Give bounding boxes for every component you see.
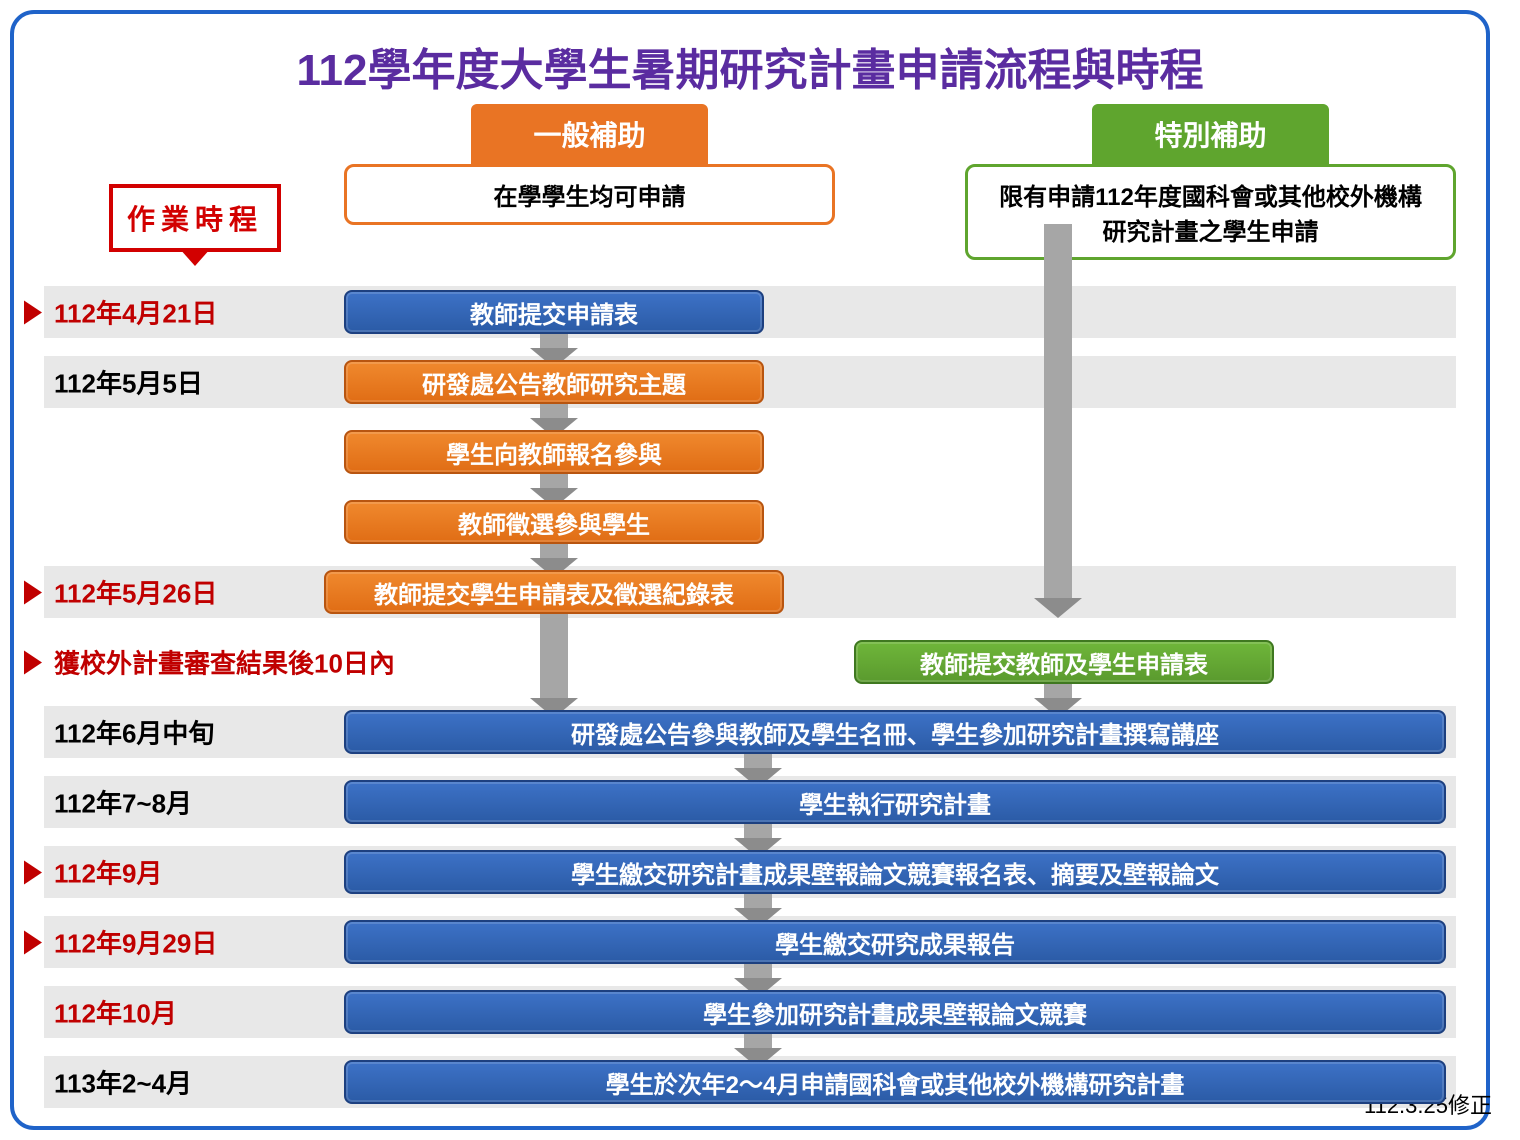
general-tab: 一般補助 xyxy=(471,104,707,164)
arrow-6 xyxy=(744,754,772,774)
arrow-10 xyxy=(744,1034,772,1054)
step-announce-topics: 研發處公告教師研究主題 xyxy=(344,360,764,404)
date-9: 112年9月29日 xyxy=(54,924,217,961)
marker-icon xyxy=(24,580,42,604)
marker-icon xyxy=(24,860,42,884)
step-special-submit: 教師提交教師及學生申請表 xyxy=(854,640,1274,684)
marker-icon xyxy=(24,930,42,954)
timeline-rows: 112年4月21日 教師提交申請表 112年5月5日 研發處公告教師研究主題 學… xyxy=(44,284,1456,1106)
arrow-8 xyxy=(744,894,772,914)
row-10: 112年10月 學生參加研究計畫成果壁報論文競賽 xyxy=(44,984,1456,1040)
date-4: 112年5月26日 xyxy=(54,574,217,611)
general-desc: 在學學生均可申請 xyxy=(344,164,835,225)
row-4: 112年5月26日 教師提交學生申請表及徵選紀錄表 xyxy=(44,564,1456,620)
row-2: 學生向教師報名參與 xyxy=(44,424,1456,480)
step-teacher-submit-form: 教師提交申請表 xyxy=(344,290,764,334)
step-execute-research: 學生執行研究計畫 xyxy=(344,780,1446,824)
step-announce-participants: 研發處公告參與教師及學生名冊、學生參加研究計畫撰寫講座 xyxy=(344,710,1446,754)
diagram-frame: 112學年度大學生暑期研究計畫申請流程與時程 一般補助 在學學生均可申請 特別補… xyxy=(10,10,1490,1130)
step-apply-next-year: 學生於次年2～4月申請國科會或其他校外機構研究計畫 xyxy=(344,1060,1446,1104)
date-8: 112年9月 xyxy=(54,854,162,891)
date-0: 112年4月21日 xyxy=(54,294,217,331)
row-3: 教師徵選參與學生 xyxy=(44,494,1456,550)
arrow-9 xyxy=(744,964,772,984)
special-desc: 限有申請112年度國科會或其他校外機構研究計畫之學生申請 xyxy=(965,164,1456,260)
date-7: 112年7~8月 xyxy=(54,784,192,821)
page-title: 112學年度大學生暑期研究計畫申請流程與時程 xyxy=(44,34,1456,98)
marker-icon xyxy=(24,650,42,674)
date-5: 獲校外計畫審查結果後10日內 xyxy=(54,644,395,681)
date-1: 112年5月5日 xyxy=(54,364,203,401)
row-0: 112年4月21日 教師提交申請表 xyxy=(44,284,1456,340)
row-8: 112年9月 學生繳交研究計畫成果壁報論文競賽報名表、摘要及壁報論文 xyxy=(44,844,1456,900)
step-student-signup: 學生向教師報名參與 xyxy=(344,430,764,474)
row-11: 113年2~4月 學生於次年2～4月申請國科會或其他校外機構研究計畫 xyxy=(44,1054,1456,1110)
arrow-2 xyxy=(540,474,568,494)
row-9: 112年9月29日 學生繳交研究成果報告 xyxy=(44,914,1456,970)
arrow-special-long xyxy=(1044,224,1072,604)
date-10: 112年10月 xyxy=(54,994,177,1031)
marker-icon xyxy=(24,300,42,324)
date-11: 113年2~4月 xyxy=(54,1064,192,1101)
row-1: 112年5月5日 研發處公告教師研究主題 xyxy=(44,354,1456,410)
row-7: 112年7~8月 學生執行研究計畫 xyxy=(44,774,1456,830)
step-submit-poster: 學生繳交研究計畫成果壁報論文競賽報名表、摘要及壁報論文 xyxy=(344,850,1446,894)
schedule-label: 作業時程 xyxy=(109,184,281,252)
arrow-5r xyxy=(1044,684,1072,704)
general-column-header: 一般補助 在學學生均可申請 xyxy=(344,104,835,260)
row-5: 獲校外計畫審查結果後10日內 教師提交教師及學生申請表 xyxy=(44,634,1456,690)
special-column-header: 特別補助 限有申請112年度國科會或其他校外機構研究計畫之學生申請 xyxy=(965,104,1456,260)
step-poster-competition: 學生參加研究計畫成果壁報論文競賽 xyxy=(344,990,1446,1034)
arrow-4 xyxy=(540,614,568,704)
arrow-1 xyxy=(540,404,568,424)
step-select-students: 教師徵選參與學生 xyxy=(344,500,764,544)
row-6: 112年6月中旬 研發處公告參與教師及學生名冊、學生參加研究計畫撰寫講座 xyxy=(44,704,1456,760)
arrow-3 xyxy=(540,544,568,564)
special-tab: 特別補助 xyxy=(1092,104,1328,164)
step-submit-report: 學生繳交研究成果報告 xyxy=(344,920,1446,964)
step-submit-student-forms: 教師提交學生申請表及徵選紀錄表 xyxy=(324,570,784,614)
date-6: 112年6月中旬 xyxy=(54,714,214,751)
arrow-7 xyxy=(744,824,772,844)
column-headers: 一般補助 在學學生均可申請 特別補助 限有申請112年度國科會或其他校外機構研究… xyxy=(344,104,1456,260)
arrow-0 xyxy=(540,334,568,354)
